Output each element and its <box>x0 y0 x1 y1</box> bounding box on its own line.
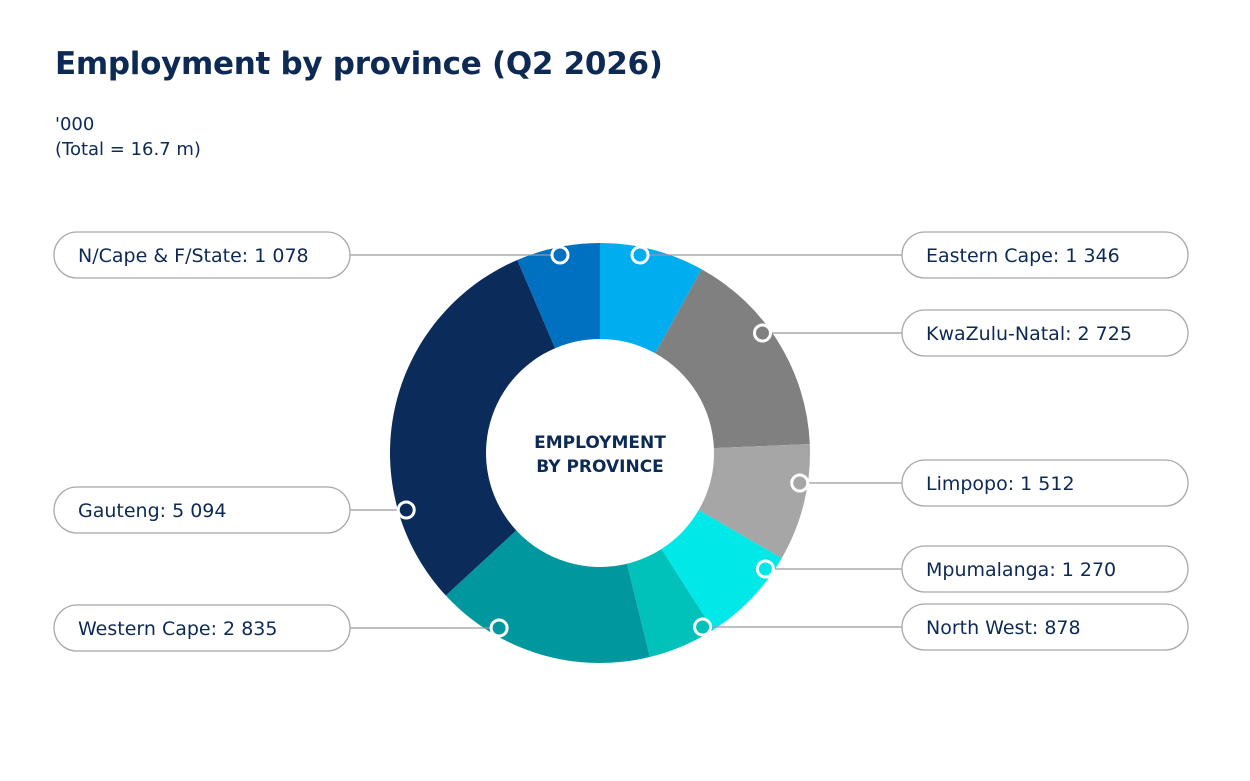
unit-label: '000 <box>55 114 95 135</box>
slice-kwazulu-natal <box>655 269 810 449</box>
marker-eastern-cape <box>630 245 650 265</box>
center-label-line-1: EMPLOYMENT <box>534 433 666 453</box>
marker-limpopo <box>790 473 810 493</box>
slice-north-west <box>627 549 714 658</box>
marker-kwazulu-natal <box>752 323 772 343</box>
donut-slices <box>389 243 811 664</box>
callout-label-n-cape-f-state: N/Cape & F/State: 1 078 <box>78 245 309 267</box>
callout-box-n-cape-f-state <box>53 231 351 279</box>
slice-gauteng <box>389 259 556 596</box>
marker-gauteng <box>396 500 416 520</box>
callout-box-north-west <box>901 603 1189 651</box>
slice-n-cape-f-state <box>517 243 600 349</box>
chart-subtitle: '000 (Total = 16.7 m) <box>55 112 201 162</box>
marker-north-west <box>693 617 713 637</box>
callout-label-mpumalanga: Mpumalanga: 1 270 <box>926 559 1116 581</box>
callout-box-eastern-cape <box>901 231 1189 279</box>
chart-title: Employment by province (Q2 2026) <box>55 46 663 82</box>
slice-limpopo <box>698 444 811 559</box>
marker-mpumalanga <box>755 559 775 579</box>
total-label: (Total = 16.7 m) <box>55 139 201 160</box>
callouts: Eastern Cape: 1 346 KwaZulu-Natal: 2 725 L… <box>53 231 1189 652</box>
callout-label-gauteng: Gauteng: 5 094 <box>78 500 226 522</box>
callout-label-limpopo: Limpopo: 1 512 <box>926 473 1075 495</box>
callout-box-kwazulu-natal <box>901 309 1189 357</box>
callout-box-western-cape <box>53 604 351 652</box>
callout-label-kwazulu-natal: KwaZulu-Natal: 2 725 <box>926 323 1132 345</box>
callout-box-limpopo <box>901 459 1189 507</box>
marker-western-cape <box>489 618 509 638</box>
donut-center: EMPLOYMENT BY PROVINCE <box>534 433 666 477</box>
slice-eastern-cape <box>600 243 702 354</box>
callout-box-gauteng <box>53 486 351 534</box>
callout-label-eastern-cape: Eastern Cape: 1 346 <box>926 245 1120 267</box>
slice-mpumalanga <box>661 510 782 630</box>
callout-box-mpumalanga <box>901 545 1189 593</box>
callout-label-north-west: North West: 878 <box>926 617 1081 639</box>
center-label-line-2: BY PROVINCE <box>536 457 664 477</box>
callout-label-western-cape: Western Cape: 2 835 <box>78 618 277 640</box>
marker-n-cape-f-state <box>550 245 570 265</box>
